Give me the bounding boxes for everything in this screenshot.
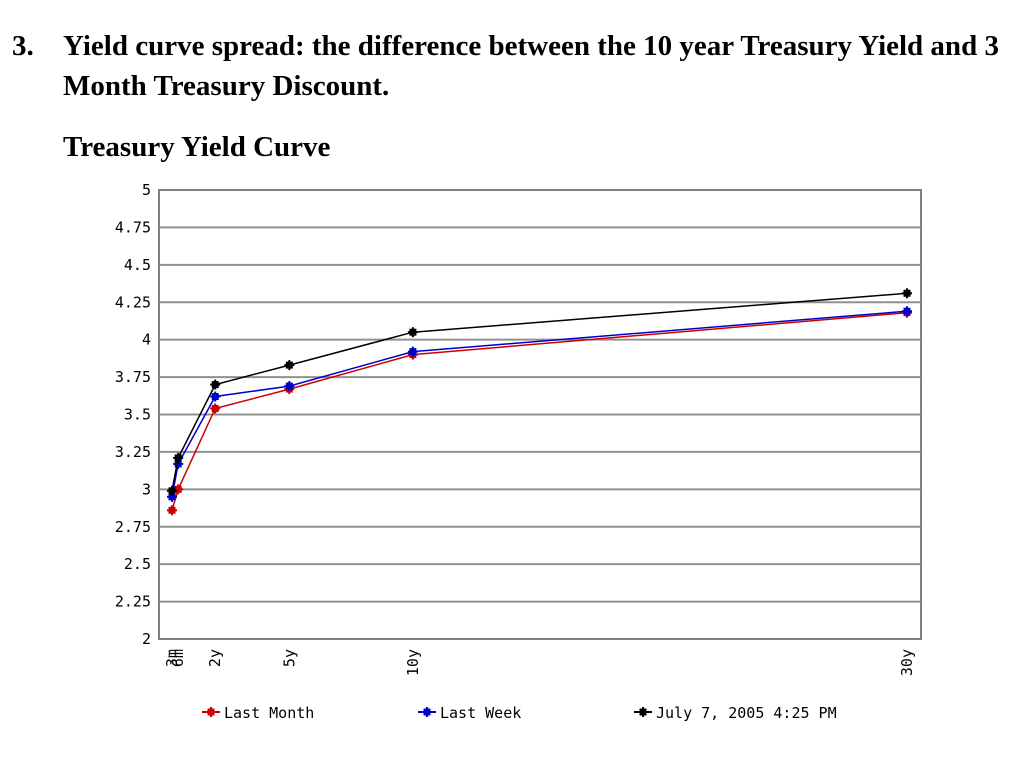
data-point [284, 360, 295, 371]
data-point [407, 346, 418, 357]
legend-label: July 7, 2005 4:25 PM [656, 704, 837, 722]
list-item-number: 3. [12, 30, 34, 62]
series-2 [167, 288, 912, 496]
x-tick-label: 5y [280, 649, 298, 667]
y-tick-label: 5 [142, 181, 151, 199]
chart-series [167, 288, 912, 516]
legend-swatch-marker [638, 707, 648, 717]
legend-label: Last Week [440, 704, 521, 722]
series-line [171, 292, 908, 491]
y-tick-label: 3.5 [124, 406, 151, 424]
y-tick-label: 3.25 [115, 443, 151, 461]
y-tick-label: 4.25 [115, 293, 151, 311]
y-tick-label: 2 [142, 630, 151, 648]
series-1 [167, 306, 912, 502]
data-point [210, 403, 221, 414]
data-point [284, 381, 295, 392]
legend-label: Last Month [224, 704, 314, 722]
x-tick-label: 3m [163, 649, 181, 667]
x-tick-label: 30y [898, 649, 916, 676]
data-point [407, 327, 418, 338]
data-point [902, 288, 912, 299]
chart-title: Treasury Yield Curve [63, 131, 331, 163]
data-point [210, 379, 221, 390]
legend-item: July 7, 2005 4:25 PM [634, 704, 837, 722]
data-point [210, 391, 221, 402]
legend-item: Last Month [202, 704, 314, 722]
data-point [902, 306, 912, 317]
x-tick-label: 2y [206, 649, 224, 667]
y-tick-label: 3.75 [115, 368, 151, 386]
x-tick-label: 6m [169, 649, 187, 667]
y-tick-label: 3 [142, 480, 151, 498]
y-axis-ticks: 2 2.25 2.5 2.75 3 3.25 3.5 3.75 4 4.25 4.5 4.75 5 [115, 181, 151, 648]
y-tick-label: 2.75 [115, 518, 151, 536]
y-tick-label: 2.5 [124, 555, 151, 573]
data-point [167, 505, 177, 516]
chart-legend: Last Month Last Week July 7, 2005 4:25 PM [202, 704, 837, 722]
chart-grid [158, 189, 922, 640]
legend-swatch-marker [422, 707, 432, 717]
y-tick-label: 2.25 [115, 593, 151, 611]
legend-swatch-marker [206, 707, 216, 717]
y-tick-label: 4 [142, 331, 151, 349]
legend-item: Last Week [418, 704, 521, 722]
data-point [167, 485, 177, 496]
series-line [171, 310, 908, 497]
y-tick-label: 4.5 [124, 256, 151, 274]
data-point [173, 452, 184, 463]
list-item-text: Yield curve spread: the difference betwe… [63, 30, 999, 102]
x-tick-label: 10y [404, 649, 422, 676]
y-tick-label: 4.75 [115, 218, 151, 236]
